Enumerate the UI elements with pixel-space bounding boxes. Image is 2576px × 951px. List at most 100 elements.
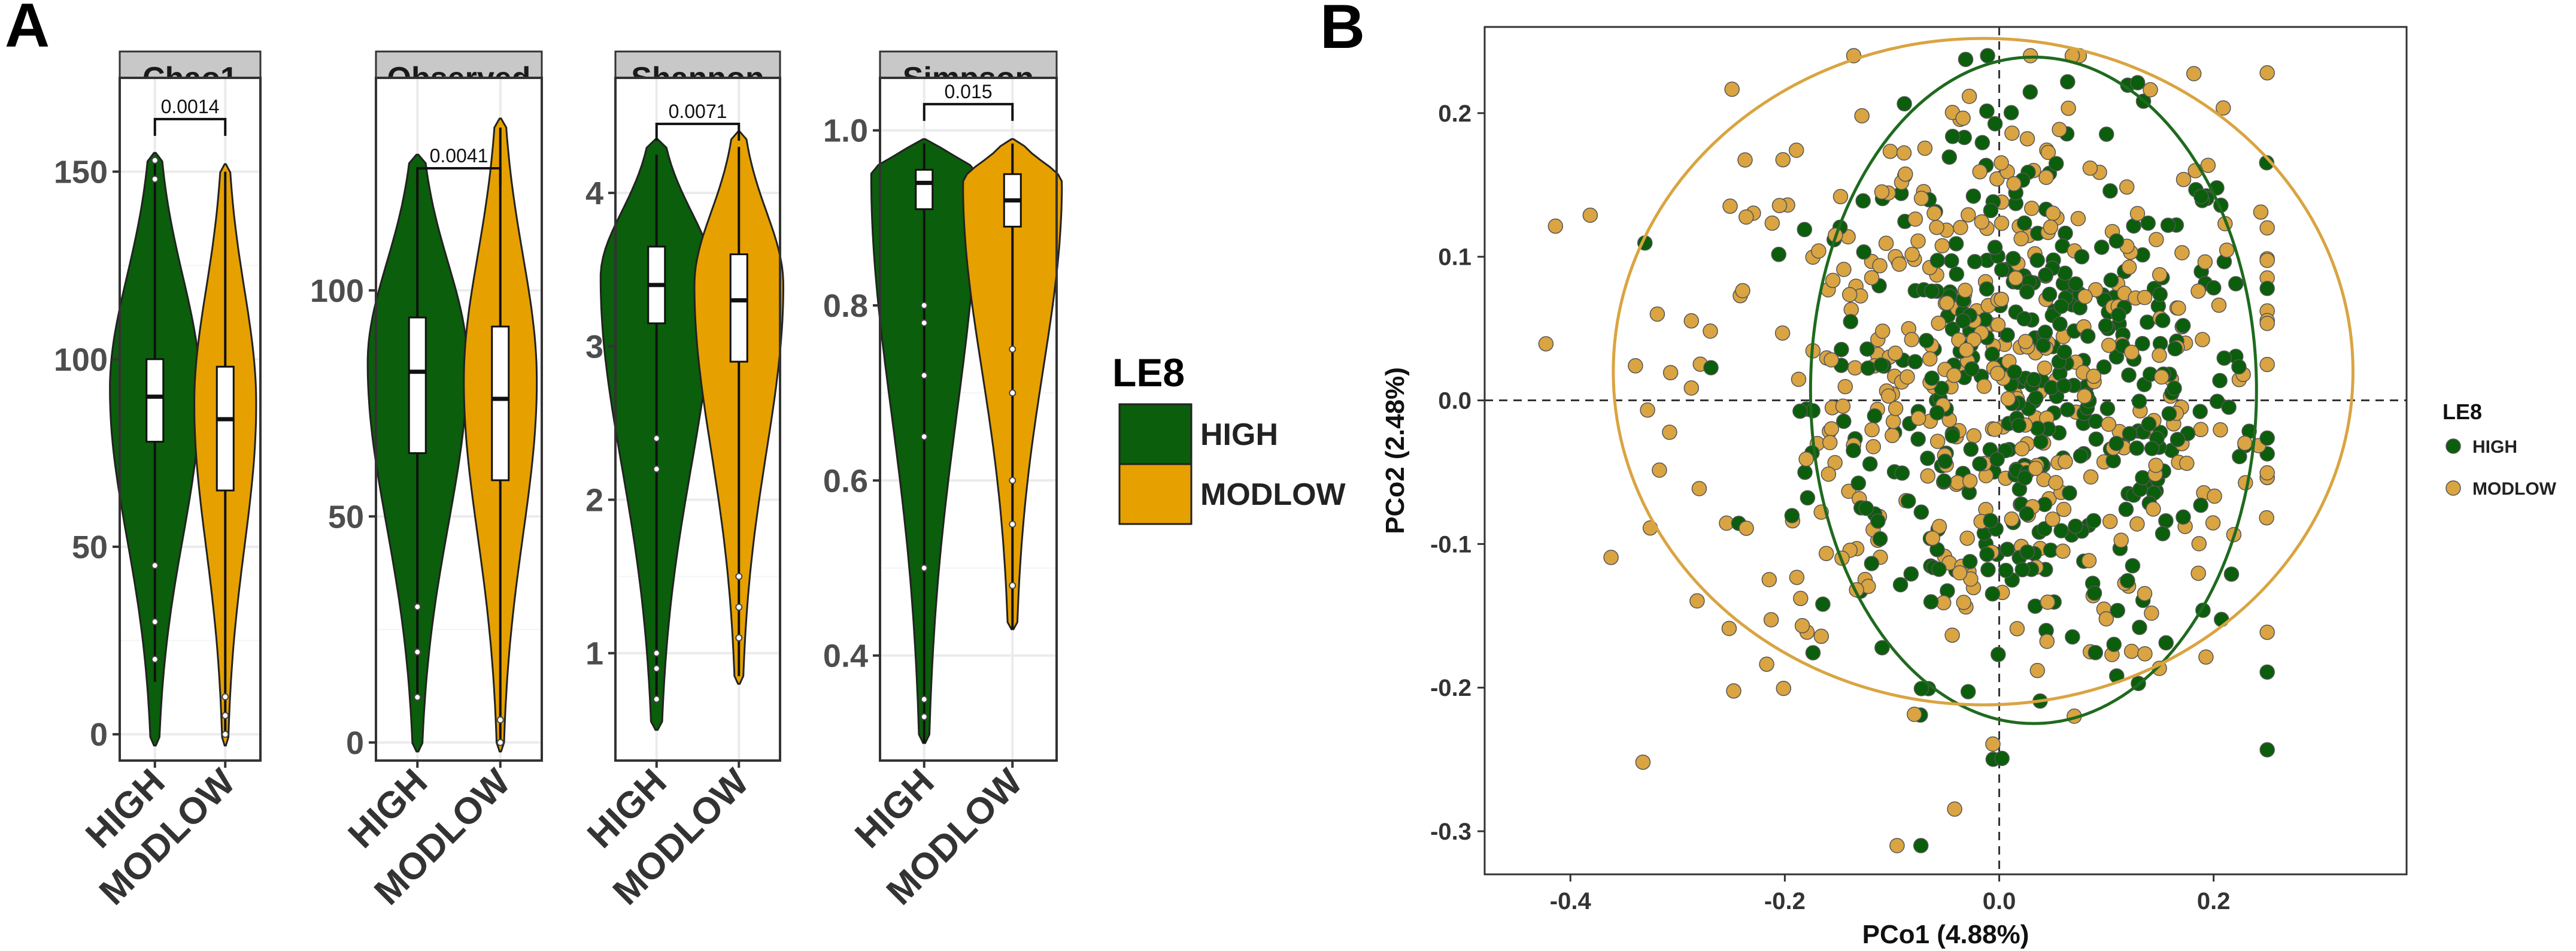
point-high [2193, 189, 2209, 204]
point-high [2131, 393, 2147, 409]
point-modlow [2179, 455, 2195, 471]
point-modlow [1959, 530, 1975, 546]
x-tick-label: -0.4 [1550, 888, 1592, 914]
point-high [1910, 431, 1926, 447]
point-modlow [1811, 243, 1826, 259]
point-high [1870, 513, 1886, 529]
point-high [1994, 262, 2010, 278]
violin-facets: Chao10.0014050100150HIGHMODLOWObserved0.… [54, 50, 1063, 913]
point-high [2175, 318, 2191, 334]
point-modlow [2070, 211, 2086, 226]
point-high [2228, 276, 2244, 292]
point-high [1920, 450, 1935, 467]
point-high [2120, 573, 2135, 589]
point-modlow [1735, 283, 1750, 299]
point-modlow [1947, 801, 1962, 817]
point-modlow [1683, 313, 1700, 329]
point-high [1864, 556, 1880, 571]
point-high [2108, 435, 2125, 452]
point-high [1998, 562, 2014, 579]
outlier-point [1009, 581, 1017, 589]
point-modlow [1926, 205, 1942, 221]
point-modlow [2045, 205, 2061, 221]
point-modlow [1907, 707, 1922, 722]
point-high [1797, 464, 1813, 480]
point-high [1929, 405, 1945, 420]
point-modlow [1962, 473, 1978, 489]
point-modlow [2048, 475, 2064, 490]
point-high [1983, 202, 1999, 219]
outlier-point [920, 371, 928, 379]
point-modlow [2219, 242, 2235, 258]
point-modlow [1913, 190, 1929, 206]
point-high [2155, 526, 2171, 541]
point-modlow [1990, 317, 2006, 333]
outlier-point [222, 731, 229, 738]
point-high [2098, 126, 2114, 142]
box-modlow [491, 325, 510, 481]
pcoa-border [1483, 26, 2408, 876]
point-modlow [1726, 683, 1741, 699]
point-modlow [1738, 520, 1754, 536]
y-axis-title: PCo2 (2.48%) [1380, 367, 1410, 534]
p-value-label: 0.0071 [669, 101, 727, 122]
point-modlow [1872, 258, 1888, 274]
point-high [2026, 372, 2042, 387]
point-modlow [1628, 358, 1643, 374]
pcoa-legend-label: MODLOW [2472, 479, 2557, 499]
point-modlow [2259, 356, 2275, 372]
point-modlow [1878, 235, 1894, 252]
point-high [1860, 360, 1876, 376]
y-tick-label: 50 [72, 529, 108, 565]
y-tick-label: 4 [585, 175, 603, 211]
point-high [1963, 441, 1979, 457]
point-modlow [2098, 611, 2114, 627]
point-modlow [2144, 605, 2159, 621]
point-high [2170, 432, 2186, 447]
box-modlow [729, 253, 748, 363]
point-high [2141, 416, 2157, 432]
point-modlow [1972, 164, 1988, 180]
point-modlow [2009, 621, 2025, 637]
outlier-point [920, 695, 928, 703]
point-modlow [2040, 594, 2056, 610]
point-modlow [1931, 519, 1947, 534]
point-modlow [1990, 365, 2005, 381]
point-high [2135, 335, 2150, 352]
y-tick-label: 3 [585, 329, 603, 365]
point-high [1900, 493, 1916, 509]
point-high [1958, 52, 1974, 67]
point-modlow [1689, 593, 1705, 609]
point-high [2011, 417, 2027, 434]
outlier-point [920, 302, 928, 309]
point-modlow [1837, 378, 1853, 395]
point-high [2019, 284, 2035, 300]
point-modlow [2004, 125, 2020, 141]
outlier-point [920, 319, 928, 327]
point-modlow [1956, 595, 1971, 610]
point-high [2019, 544, 2035, 560]
point-high [2259, 280, 2275, 296]
point-high [1913, 838, 1929, 853]
point-high [2019, 506, 2035, 522]
point-modlow [1683, 380, 1700, 396]
point-modlow [2077, 388, 2092, 404]
point-high [2053, 298, 2070, 314]
point-modlow [2008, 270, 2023, 286]
point-high [1929, 253, 1946, 268]
point-modlow [1920, 468, 1935, 484]
point-high [1858, 501, 1874, 516]
point-high [2056, 344, 2073, 360]
point-modlow [1917, 140, 1933, 156]
point-high [2129, 440, 2144, 456]
pcoa-legend-key-high [2445, 438, 2461, 454]
y-tick-label: 1 [585, 636, 603, 672]
point-high [1867, 408, 1883, 424]
outlier-point [653, 665, 660, 673]
outlier-point [222, 693, 229, 701]
y-tick-label: 50 [328, 499, 364, 535]
point-modlow [1865, 439, 1882, 455]
point-modlow [1957, 282, 1973, 298]
outlier-point [920, 433, 928, 441]
